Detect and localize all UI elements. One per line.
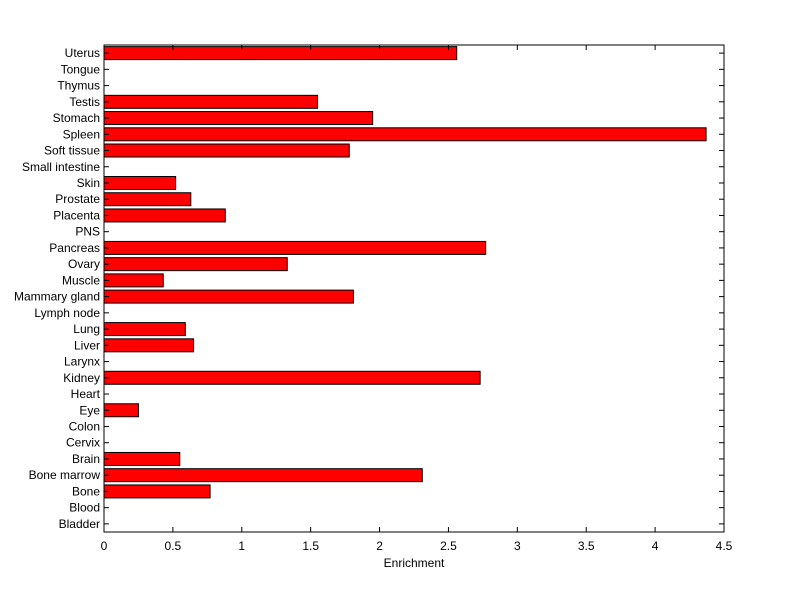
- bar-ovary: [103, 257, 288, 272]
- y-tick-label: Brain: [72, 452, 100, 466]
- y-tick-label: Soft tissue: [44, 144, 100, 158]
- bar-eye: [103, 403, 139, 418]
- x-tick-label: 3: [514, 539, 521, 553]
- bar-placenta: [103, 208, 226, 223]
- y-tick-label: Skin: [77, 176, 100, 190]
- bars-group: [103, 46, 707, 499]
- y-tick-label: Muscle: [62, 273, 100, 287]
- x-axis-label: Enrichment: [384, 556, 445, 570]
- y-tick-label: Prostate: [55, 192, 100, 206]
- plot-area-frame: [103, 44, 725, 533]
- y-tick-label: Bladder: [59, 517, 100, 531]
- x-tick-label: 4.5: [716, 539, 733, 553]
- y-tick-label: Liver: [74, 338, 100, 352]
- y-tick-label: Lung: [73, 322, 100, 336]
- x-tick-label: 2.5: [440, 539, 457, 553]
- bar-stomach: [103, 111, 374, 126]
- y-tick-label: Thymus: [57, 79, 100, 93]
- x-tick-label: 2: [376, 539, 383, 553]
- bar-mammary-gland: [103, 289, 354, 304]
- bar-lung: [103, 322, 186, 337]
- y-tick-label: Placenta: [53, 208, 100, 222]
- bar-kidney: [103, 370, 481, 385]
- y-tick-label: Larynx: [64, 355, 100, 369]
- bar-prostate: [103, 192, 192, 207]
- bar-muscle: [103, 273, 164, 288]
- bar-liver: [103, 338, 195, 353]
- x-tick-label: 4: [652, 539, 659, 553]
- y-tick-label: Bone: [72, 484, 100, 498]
- y-tick-label: Kidney: [63, 371, 100, 385]
- y-tick-label: Stomach: [53, 111, 100, 125]
- y-tick-label: Mammary gland: [14, 290, 100, 304]
- y-tick-label: Lymph node: [34, 306, 100, 320]
- bar-brain: [103, 451, 181, 466]
- y-tick-label: Spleen: [63, 127, 100, 141]
- bar-skin: [103, 175, 177, 190]
- bar-soft-tissue: [103, 143, 350, 158]
- x-tick-label: 0: [101, 539, 108, 553]
- y-tick-label: Cervix: [66, 436, 100, 450]
- y-tick-label: PNS: [75, 225, 100, 239]
- y-axis-ticks: Bladder Blood Bone Bone marrow Brain Cervix Co…: [14, 46, 724, 531]
- x-tick-label: 3.5: [578, 539, 595, 553]
- y-tick-label: Eye: [79, 403, 100, 417]
- y-tick-label: Pancreas: [49, 241, 100, 255]
- y-tick-label: Blood: [69, 501, 100, 515]
- bar-spleen: [103, 127, 707, 142]
- bar-uterus: [103, 46, 458, 61]
- y-tick-label: Uterus: [65, 46, 100, 60]
- y-tick-label: Ovary: [68, 257, 100, 271]
- y-tick-label: Small intestine: [22, 160, 100, 174]
- x-tick-label: 1: [238, 539, 245, 553]
- y-tick-label: Testis: [69, 95, 100, 109]
- y-tick-label: Colon: [69, 419, 100, 433]
- bar-pancreas: [103, 240, 487, 255]
- y-tick-label: Bone marrow: [29, 468, 101, 482]
- bar-bone: [103, 484, 211, 499]
- y-tick-label: Tongue: [61, 62, 101, 76]
- bar-bone-marrow: [103, 468, 423, 483]
- y-tick-label: Heart: [71, 387, 101, 401]
- x-axis-ticks: 0 0.5 1 1.5 2 2.5 3 3.5 4 4.5: [101, 45, 733, 553]
- x-tick-label: 1.5: [302, 539, 319, 553]
- bar-testis: [103, 94, 319, 109]
- x-tick-label: 0.5: [165, 539, 182, 553]
